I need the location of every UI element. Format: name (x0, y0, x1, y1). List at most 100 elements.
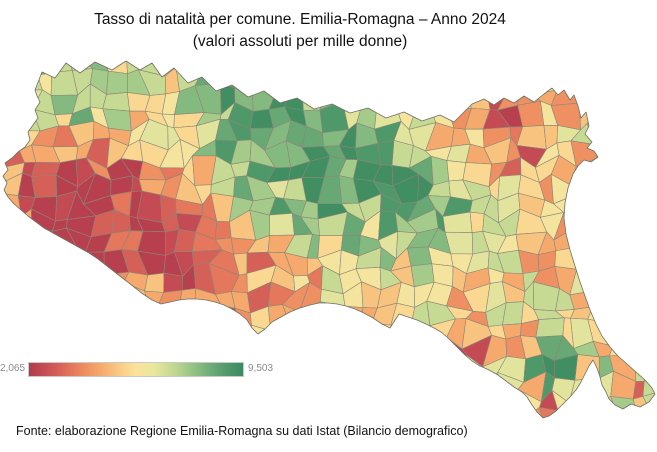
municipality-cell (212, 61, 239, 79)
municipality-cell (282, 372, 313, 402)
municipality-cell (215, 326, 242, 341)
municipality-cell (282, 394, 310, 416)
municipality-cell (31, 284, 52, 310)
municipality-cell (245, 61, 275, 79)
municipality-cell (214, 221, 232, 240)
municipality-cell (395, 372, 420, 396)
municipality-cell (445, 375, 467, 402)
municipality-cell (3, 271, 22, 295)
municipality-cell (3, 288, 22, 313)
municipality-cell (606, 101, 632, 127)
municipality-cell (269, 213, 295, 236)
municipality-cell (375, 337, 401, 368)
municipality-cell (51, 266, 77, 292)
municipality-cell (587, 61, 614, 62)
municipality-cell (628, 412, 654, 418)
municipality-cell (550, 88, 580, 106)
municipality-cell (606, 174, 633, 201)
municipality-cell (354, 67, 383, 93)
municipality-cell (610, 265, 636, 292)
municipality-cell (52, 395, 72, 417)
municipality-cell (518, 77, 535, 95)
municipality-cell (609, 342, 636, 357)
municipality-cell (445, 390, 469, 416)
municipality-cell (392, 69, 412, 95)
municipality-cell (426, 371, 448, 402)
municipality-cell (321, 65, 345, 94)
municipality-cell (426, 397, 457, 410)
municipality-cell (443, 355, 468, 384)
municipality-cell (627, 195, 653, 222)
municipality-cell (65, 290, 94, 308)
municipality-cell (557, 410, 576, 418)
municipality-cell (84, 338, 112, 358)
municipality-cell (100, 377, 127, 403)
municipality-cell (411, 323, 433, 350)
municipality-cell (319, 378, 346, 404)
municipality-cell (591, 288, 614, 314)
municipality-cell (380, 69, 397, 95)
municipality-cell (16, 263, 44, 290)
municipality-cell (102, 92, 130, 112)
municipality-cell (643, 340, 655, 359)
municipality-cell (83, 251, 105, 276)
municipality-cell (626, 101, 655, 127)
municipality-cell (590, 199, 617, 223)
municipality-cell (201, 396, 217, 413)
municipality-cell (432, 67, 454, 98)
municipality-cell (533, 61, 560, 78)
municipality-cell (535, 317, 565, 338)
municipality-cell (321, 363, 349, 382)
municipality-cell (125, 399, 143, 418)
municipality-cell (624, 139, 653, 165)
municipality-cell (642, 217, 655, 238)
municipality-cell (395, 362, 420, 374)
municipality-cell (265, 30, 289, 57)
municipality-cell (3, 256, 20, 273)
municipality-cell (606, 195, 629, 222)
municipality-cell (18, 61, 42, 62)
municipality-cell (191, 340, 221, 364)
municipality-cell (66, 377, 95, 402)
municipality-cell (415, 389, 433, 413)
municipality-cell (31, 263, 58, 287)
municipality-cell (468, 61, 488, 79)
municipality-cell (622, 301, 644, 329)
municipality-cell (466, 69, 488, 90)
municipality-cell (270, 327, 292, 347)
municipality-cell (194, 74, 221, 86)
municipality-cell (160, 343, 186, 361)
municipality-cell (575, 246, 591, 270)
municipality-cell (643, 305, 655, 328)
municipality-cell (390, 323, 416, 348)
municipality-cell (3, 237, 22, 259)
municipality-cell (144, 272, 165, 293)
page-title: Tasso di natalità per comune. Emilia-Rom… (0, 9, 600, 53)
municipality-cell (248, 39, 274, 57)
municipality-cell (635, 355, 645, 382)
municipality-cell (410, 347, 433, 364)
municipality-cell (407, 246, 433, 267)
municipality-cell (175, 61, 202, 75)
municipality-cell (517, 100, 545, 128)
municipality-cell (47, 304, 80, 329)
municipality-cell (428, 353, 448, 384)
municipality-cell (156, 35, 178, 59)
municipality-cell (381, 391, 401, 418)
municipality-cell (36, 392, 58, 418)
municipality-cell (163, 390, 187, 411)
municipality-cell (570, 65, 600, 90)
municipality-cell (87, 317, 109, 346)
municipality-cell (377, 61, 397, 72)
municipality-cell (316, 397, 345, 415)
municipality-cell (249, 324, 275, 347)
municipality-cell (83, 271, 116, 294)
municipality-cell (586, 103, 610, 124)
municipality-cell (629, 320, 649, 343)
municipality-cell (611, 61, 636, 76)
municipality-cell (408, 72, 434, 94)
municipality-cell (141, 319, 169, 347)
municipality-cell (465, 375, 487, 392)
municipality-cell (321, 345, 349, 366)
